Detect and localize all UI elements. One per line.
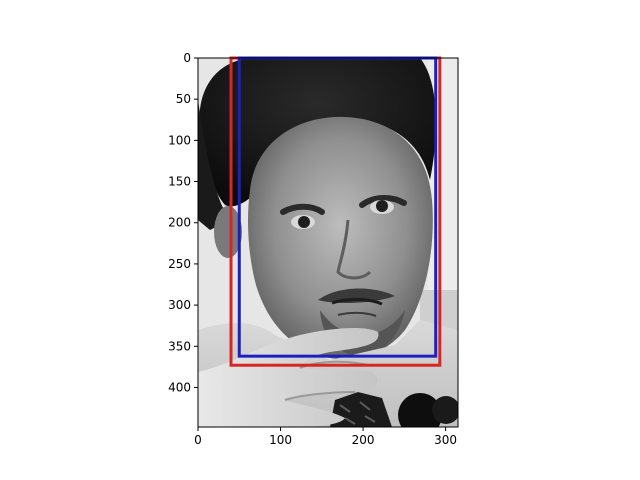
y-tick-label: 400 xyxy=(168,380,191,394)
x-tick-label: 300 xyxy=(434,433,457,447)
y-tick-label: 150 xyxy=(168,175,191,189)
axes-frame xyxy=(197,57,459,428)
y-tick-label: 0 xyxy=(183,51,191,65)
y-tick-label: 350 xyxy=(168,339,191,353)
photo xyxy=(198,58,458,427)
y-tick-label: 50 xyxy=(176,92,191,106)
y-tick-label: 100 xyxy=(168,133,191,147)
y-tick-label: 200 xyxy=(168,216,191,230)
x-axis: 0 100 200 300 xyxy=(194,427,457,447)
x-tick-label: 0 xyxy=(194,433,202,447)
y-tick-label: 300 xyxy=(168,298,191,312)
x-tick-label: 100 xyxy=(269,433,292,447)
x-tick-label: 200 xyxy=(352,433,375,447)
y-tick-label: 250 xyxy=(168,257,191,271)
y-axis: 0 50 100 150 200 250 300 350 400 xyxy=(168,51,198,394)
